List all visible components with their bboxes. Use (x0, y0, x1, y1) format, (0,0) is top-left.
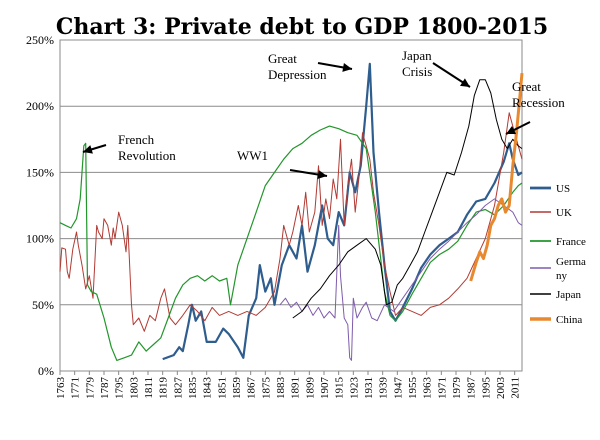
x-tick-label: 1923 (348, 377, 360, 400)
x-tick-label: 1811 (143, 377, 155, 399)
x-tick-label: 1939 (378, 377, 390, 400)
legend-label-us: US (556, 183, 570, 195)
x-tick-label: 1899 (304, 377, 316, 400)
x-tick-label: 1979 (451, 377, 463, 400)
legend-label-uk: UK (556, 207, 572, 219)
x-tick-label: 1971 (436, 377, 448, 399)
grid-lines (59, 39, 523, 372)
annotation-label: Japan Crisis (402, 48, 432, 79)
x-tick-label: 1859 (231, 377, 243, 400)
legend-label-france: France (556, 236, 586, 248)
y-tick-label: 50% (32, 298, 54, 312)
annotation-arrowhead (506, 125, 517, 134)
legend-label-germany: Germa ny (556, 256, 586, 282)
x-tick-label: 1931 (363, 377, 375, 399)
y-tick-label: 0% (38, 364, 54, 378)
chart-title: Chart 3: Private debt to GDP 1800-2015 (56, 14, 548, 40)
x-tick-label: 1819 (158, 377, 170, 400)
x-tick-label: 2011 (510, 377, 522, 399)
y-tick-label: 250% (26, 33, 54, 47)
series-line-japan (292, 79, 523, 319)
x-tick-label: 1875 (260, 377, 272, 400)
y-axis: 0% 50% 100% 150% 200% 250% (26, 33, 54, 378)
annotation-arrowhead (342, 63, 352, 72)
annotation-label: Great Recession (512, 79, 565, 110)
x-tick-label: 1843 (202, 377, 214, 400)
series-line-france (59, 125, 523, 361)
x-tick-label: 1867 (246, 377, 258, 400)
y-tick-label: 100% (26, 232, 54, 246)
x-tick-label: 1883 (275, 377, 287, 400)
annotation-arrowhead (460, 78, 470, 87)
x-tick-label: 1827 (172, 377, 184, 400)
series-line-germany (279, 198, 523, 361)
y-tick-label: 200% (26, 99, 54, 113)
annotation-label: French Revolution (118, 132, 176, 163)
x-tick-label: 1803 (128, 377, 140, 400)
x-tick-label: 1947 (392, 377, 404, 400)
legend-label-china: China (556, 314, 582, 326)
x-tick-label: 1771 (70, 377, 82, 399)
series-line-china (469, 72, 524, 282)
x-tick-label: 1907 (319, 377, 331, 400)
annotation-label: WW1 (237, 148, 268, 163)
x-tick-label: 1963 (422, 377, 434, 400)
annotations: French Revolution WW1 Great Depression Japan C… (82, 48, 565, 180)
annotation-arrowhead (83, 145, 93, 154)
x-tick-label: 1915 (334, 377, 346, 400)
x-tick-label: 2003 (495, 377, 507, 400)
x-tick-label: 1987 (466, 377, 478, 400)
legend-label-japan: Japan (556, 289, 582, 301)
series-line-us (162, 62, 523, 361)
x-tick-label: 1835 (187, 377, 199, 400)
annotation-arrowhead (317, 170, 327, 180)
x-tick-label: 1763 (55, 377, 67, 400)
legend: US UK France Germa ny Japan China (530, 183, 586, 326)
x-axis: 1763 1771 1779 1787 1795 1803 1811 1819 1827 1835… (55, 371, 522, 399)
x-tick-label: 1779 (84, 377, 96, 400)
x-tick-label: 1995 (480, 377, 492, 400)
x-tick-label: 1955 (407, 377, 419, 400)
x-tick-label: 1787 (99, 377, 111, 400)
annotation-label: Great Depression (268, 51, 327, 82)
x-tick-label: 1851 (216, 377, 228, 399)
series-line-uk (59, 112, 523, 332)
series-lines (59, 62, 524, 361)
x-tick-label: 1795 (114, 377, 126, 400)
y-tick-label: 150% (26, 165, 54, 179)
x-tick-label: 1891 (290, 377, 302, 399)
